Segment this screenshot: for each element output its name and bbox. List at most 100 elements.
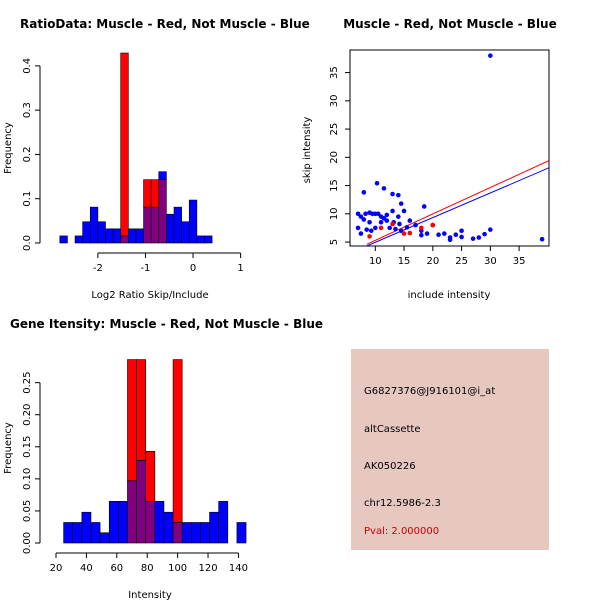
scatter-point-not-muscle xyxy=(453,232,459,238)
scatter-x-tick-label: 35 xyxy=(513,256,526,267)
ratio-x-tick-label: -2 xyxy=(93,263,103,274)
ratio-bar-not-muscle xyxy=(135,228,144,244)
intensity-x-tick-label: 100 xyxy=(168,563,187,574)
ratio-title: RatioData: Muscle - Red, Not Muscle - Bl… xyxy=(20,17,310,31)
ratio-bar-not-muscle xyxy=(158,171,167,180)
intensity-y-tick-label: 0.20 xyxy=(22,404,33,426)
scatter-point-not-muscle xyxy=(378,219,384,225)
scatter-point-not-muscle xyxy=(361,190,367,195)
intensity-histogram: Gene Itensity: Muscle - Red, Not Muscle … xyxy=(3,317,323,600)
intensity-x-tick-label: 140 xyxy=(229,563,248,574)
scatter-point-not-muscle xyxy=(488,227,493,232)
intensity-bar-not-muscle xyxy=(236,522,247,544)
intensity-ylabel: Frequency xyxy=(3,422,14,474)
scatter-point-not-muscle xyxy=(424,231,430,236)
scatter-point-not-muscle xyxy=(476,235,482,240)
scatter-x-tick-label: 25 xyxy=(455,256,468,267)
scatter-point-not-muscle xyxy=(407,218,413,223)
intensity-bar-not-muscle xyxy=(108,501,119,544)
intensity-y-tick-label: 0.25 xyxy=(22,372,33,394)
scatter-y-tick-label: 5 xyxy=(329,239,340,245)
scatter-point-not-muscle xyxy=(355,225,361,231)
intensity-scatter: Muscle - Red, Not Muscle - Blue 10 15 20 25… xyxy=(302,17,557,301)
intensity-y-tick-label: 0.00 xyxy=(22,532,33,554)
scatter-point-not-muscle xyxy=(398,201,404,206)
scatter-point-not-muscle xyxy=(482,231,487,237)
probe-id: G6827376@J916101@i_at xyxy=(364,386,496,397)
scatter-xlabel: include intensity xyxy=(408,290,491,301)
ratio-bar-not-muscle xyxy=(112,228,122,244)
scatter-point-not-muscle xyxy=(384,218,390,223)
scatter-point-muscle xyxy=(419,225,424,231)
ratio-bar-overlap xyxy=(150,206,160,244)
scatter-fit-not-muscle xyxy=(366,167,549,246)
ratio-bar-not-muscle xyxy=(82,221,91,244)
ratio-y-tick-label: 0.4 xyxy=(22,58,33,74)
scatter-x-tick-label: 10 xyxy=(369,256,382,267)
scatter-point-muscle xyxy=(401,231,407,236)
intensity-bar-not-muscle xyxy=(72,522,83,544)
ratio-bar-not-muscle xyxy=(196,235,205,244)
intensity-bar-not-muscle xyxy=(63,522,74,544)
intensity-x-tick-label: 80 xyxy=(141,563,154,574)
scatter-ylabel: skip intensity xyxy=(302,117,313,184)
scatter-point-muscle xyxy=(367,234,372,239)
scatter-point-not-muscle xyxy=(488,53,493,58)
intensity-bar-overlap xyxy=(172,522,183,544)
scatter-fit-lines xyxy=(366,160,549,246)
scatter-point-not-muscle xyxy=(393,226,398,232)
intensity-bar-muscle xyxy=(145,450,156,502)
ratio-y-tick-label: 0.3 xyxy=(22,102,33,118)
info-panel: G6827376@J916101@i_at altCassette AK0502… xyxy=(351,349,549,550)
scatter-point-not-muscle xyxy=(404,225,410,230)
scatter-point-not-muscle xyxy=(368,228,374,234)
scatter-point-not-muscle xyxy=(396,192,401,198)
scatter-point-not-muscle xyxy=(367,219,372,225)
ratio-bar-not-muscle xyxy=(59,235,68,244)
scatter-point-not-muscle xyxy=(361,217,367,222)
ratio-bar-muscle xyxy=(120,52,129,237)
scatter-y-tick-label: 15 xyxy=(329,179,340,192)
scatter-point-not-muscle xyxy=(401,208,407,214)
accession: AK050226 xyxy=(364,461,416,472)
scatter-point-not-muscle xyxy=(413,222,418,228)
ratio-bar-not-muscle xyxy=(89,206,99,244)
scatter-point-not-muscle xyxy=(373,225,378,231)
ratio-x-tick-label: 0 xyxy=(190,263,196,274)
scatter-point-not-muscle xyxy=(459,228,464,234)
intensity-bar-not-muscle xyxy=(81,511,92,544)
intensity-bar-overlap xyxy=(145,501,156,544)
ratio-bar-not-muscle xyxy=(128,228,137,244)
scatter-x-tick-label: 20 xyxy=(426,256,439,267)
scatter-point-not-muscle xyxy=(447,237,453,243)
intensity-bar-overlap xyxy=(127,480,137,544)
intensity-x-tick-label: 40 xyxy=(80,563,93,574)
intensity-xlabel: Intensity xyxy=(128,590,172,600)
scatter-point-not-muscle xyxy=(419,232,424,238)
event-type: altCassette xyxy=(364,424,421,435)
scatter-title: Muscle - Red, Not Muscle - Blue xyxy=(343,17,557,31)
ratio-ylabel: Frequency xyxy=(3,122,14,174)
scatter-point-not-muscle xyxy=(358,214,364,219)
scatter-point-not-muscle xyxy=(363,211,368,217)
scatter-point-not-muscle xyxy=(539,236,545,242)
ratio-bar-not-muscle xyxy=(97,221,106,244)
intensity-x-tick-label: 60 xyxy=(110,563,123,574)
ratio-bar-muscle xyxy=(150,179,160,208)
intensity-bar-not-muscle xyxy=(181,522,192,544)
scatter-point-not-muscle xyxy=(375,211,381,217)
scatter-point-not-muscle xyxy=(374,181,380,186)
intensity-x-tick-label: 20 xyxy=(50,563,63,574)
intensity-bar-muscle xyxy=(127,359,137,482)
ratio-bar-overlap xyxy=(143,206,152,244)
ratio-bar-overlap xyxy=(158,179,167,244)
ratio-bar-overlap xyxy=(120,235,129,244)
ratio-bar-not-muscle xyxy=(166,213,175,244)
ratio-histogram: RatioData: Muscle - Red, Not Muscle - Bl… xyxy=(3,17,310,301)
scatter-point-muscle xyxy=(378,225,384,231)
intensity-y-tick-label: 0.10 xyxy=(22,468,33,490)
ratio-bar-not-muscle xyxy=(105,228,114,244)
intensity-bar-muscle xyxy=(136,359,146,461)
intensity-bar-not-muscle xyxy=(191,522,201,544)
